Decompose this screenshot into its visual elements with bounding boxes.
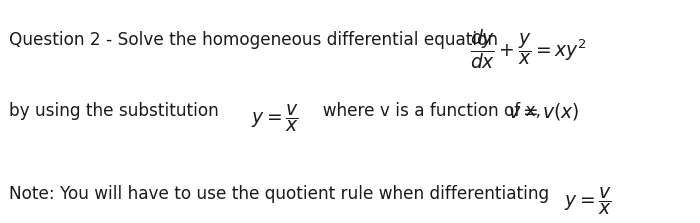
- Text: Note: You will have to use the quotient rule when differentiating: Note: You will have to use the quotient …: [9, 185, 550, 203]
- Text: where v is a function of x,: where v is a function of x,: [312, 103, 552, 120]
- Text: $v = v(x)$: $v = v(x)$: [508, 101, 580, 122]
- Text: by using the substitution: by using the substitution: [9, 103, 230, 120]
- Text: $\dfrac{dy}{dx} + \dfrac{y}{x} = xy^2$: $\dfrac{dy}{dx} + \dfrac{y}{x} = xy^2$: [470, 27, 587, 71]
- Text: Question 2 - Solve the homogeneous differential equation: Question 2 - Solve the homogeneous diffe…: [9, 31, 498, 49]
- Text: $y = \dfrac{v}{x}$: $y = \dfrac{v}{x}$: [251, 102, 298, 134]
- Text: $y = \dfrac{v}{x}$: $y = \dfrac{v}{x}$: [564, 185, 612, 217]
